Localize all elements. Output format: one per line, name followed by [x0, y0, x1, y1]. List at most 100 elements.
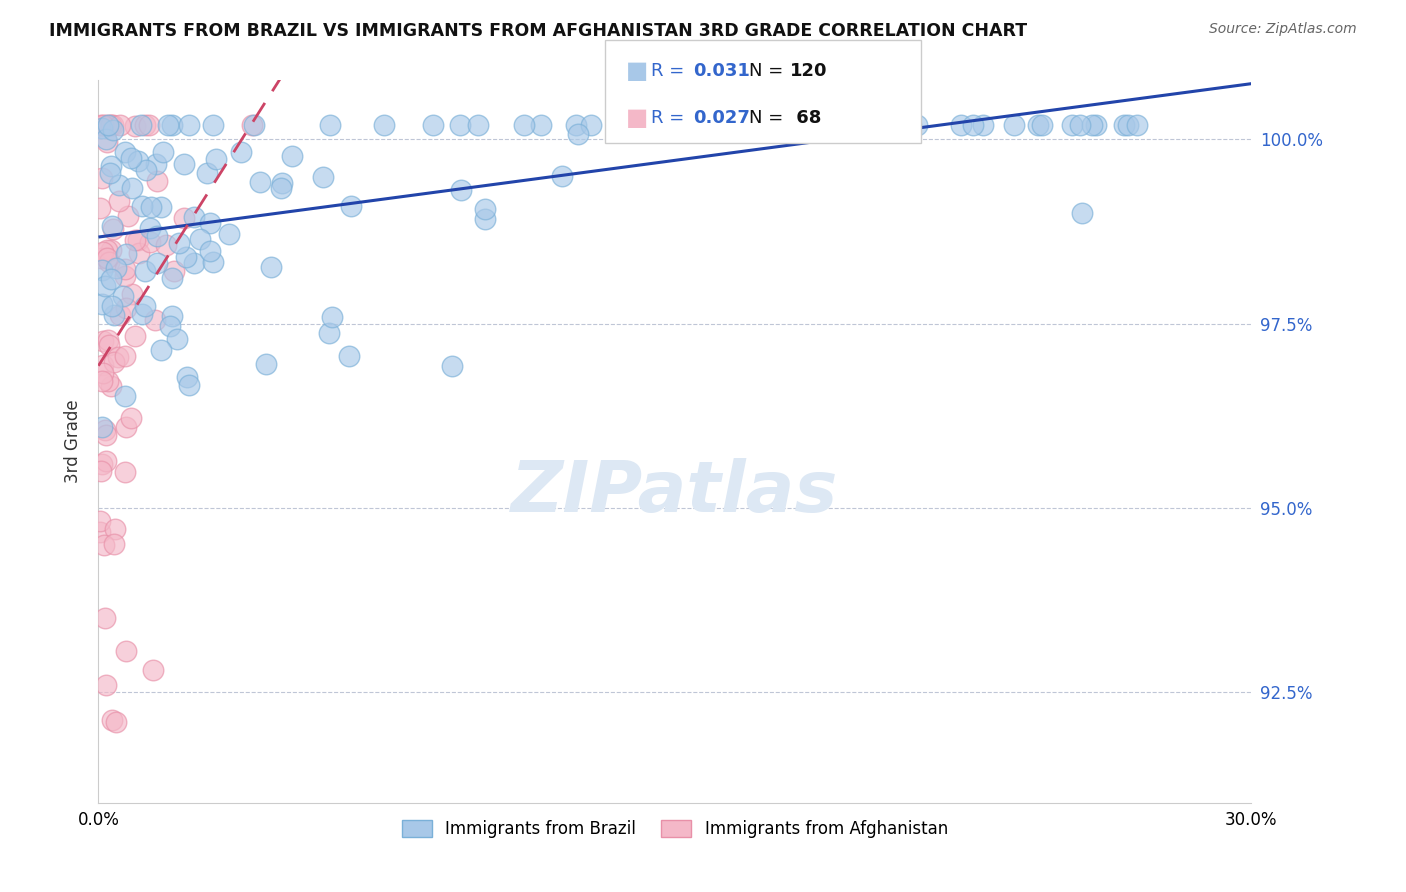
- Point: [94, 678, 117, 692]
- Point: [90, 171, 112, 186]
- Point: [90, 118, 112, 132]
- Point: [1126, 118, 1149, 132]
- Point: [108, 194, 131, 208]
- Point: [905, 118, 928, 132]
- Point: [120, 151, 142, 165]
- Point: [121, 181, 143, 195]
- Text: 0.031: 0.031: [693, 62, 749, 79]
- Point: [249, 175, 271, 189]
- Point: [115, 419, 138, 434]
- Text: ■: ■: [626, 59, 648, 83]
- Point: [108, 308, 131, 322]
- Point: [96, 118, 118, 132]
- Text: ■: ■: [626, 105, 648, 129]
- Point: [173, 211, 195, 226]
- Point: [100, 713, 122, 727]
- Point: [101, 123, 124, 137]
- Point: [91, 262, 114, 277]
- Point: [243, 118, 266, 132]
- Point: [155, 237, 177, 252]
- Point: [127, 154, 149, 169]
- Point: [138, 118, 160, 132]
- Legend: Immigrants from Brazil, Immigrants from Afghanistan: Immigrants from Brazil, Immigrants from …: [395, 814, 955, 845]
- Point: [134, 299, 156, 313]
- Point: [441, 359, 464, 374]
- Point: [1028, 118, 1050, 132]
- Point: [229, 145, 252, 159]
- Point: [280, 148, 302, 162]
- Point: [139, 221, 162, 235]
- Point: [101, 222, 124, 236]
- Point: [96, 244, 118, 258]
- Point: [152, 145, 174, 160]
- Point: [1081, 118, 1104, 132]
- Point: [96, 132, 118, 146]
- Point: [373, 118, 395, 132]
- Point: [90, 251, 112, 265]
- Point: [551, 169, 574, 183]
- Point: [114, 301, 136, 315]
- Point: [104, 522, 127, 536]
- Point: [579, 118, 602, 132]
- Point: [94, 611, 117, 625]
- Point: [1071, 206, 1094, 220]
- Point: [950, 118, 973, 132]
- Point: [474, 211, 496, 226]
- Point: [177, 118, 200, 132]
- Point: [98, 118, 121, 132]
- Point: [167, 236, 190, 251]
- Point: [97, 338, 120, 352]
- Point: [820, 118, 842, 132]
- Point: [94, 278, 117, 293]
- Point: [103, 537, 125, 551]
- Text: 120: 120: [790, 62, 828, 79]
- Point: [134, 264, 156, 278]
- Point: [111, 289, 134, 303]
- Point: [173, 157, 195, 171]
- Point: [104, 261, 127, 276]
- Point: [89, 515, 111, 529]
- Point: [841, 118, 863, 132]
- Point: [89, 202, 111, 216]
- Point: [129, 118, 152, 132]
- Point: [91, 244, 114, 259]
- Point: [108, 178, 131, 192]
- Point: [513, 118, 536, 132]
- Point: [198, 244, 221, 259]
- Point: [270, 181, 292, 195]
- Point: [120, 410, 142, 425]
- Point: [91, 297, 114, 311]
- Point: [870, 118, 893, 132]
- Text: Source: ZipAtlas.com: Source: ZipAtlas.com: [1209, 22, 1357, 37]
- Text: IMMIGRANTS FROM BRAZIL VS IMMIGRANTS FROM AFGHANISTAN 3RD GRADE CORRELATION CHAR: IMMIGRANTS FROM BRAZIL VS IMMIGRANTS FRO…: [49, 22, 1028, 40]
- Point: [166, 332, 188, 346]
- Point: [530, 118, 553, 132]
- Point: [124, 328, 146, 343]
- Point: [146, 174, 169, 188]
- Point: [91, 118, 114, 132]
- Point: [135, 163, 157, 178]
- Point: [340, 199, 363, 213]
- Point: [145, 255, 167, 269]
- Point: [134, 118, 156, 132]
- Point: [121, 286, 143, 301]
- Point: [89, 524, 111, 539]
- Point: [321, 310, 343, 324]
- Point: [97, 333, 120, 347]
- Point: [733, 118, 755, 132]
- Point: [567, 127, 589, 141]
- Point: [467, 118, 489, 132]
- Point: [692, 118, 714, 132]
- Point: [124, 119, 146, 133]
- Point: [91, 358, 114, 372]
- Point: [897, 118, 920, 132]
- Point: [96, 135, 118, 149]
- Point: [183, 256, 205, 270]
- Point: [131, 199, 153, 213]
- Point: [450, 183, 472, 197]
- Point: [90, 458, 112, 472]
- Point: [94, 454, 117, 468]
- Point: [114, 247, 136, 261]
- Point: [101, 219, 124, 233]
- Point: [240, 118, 263, 132]
